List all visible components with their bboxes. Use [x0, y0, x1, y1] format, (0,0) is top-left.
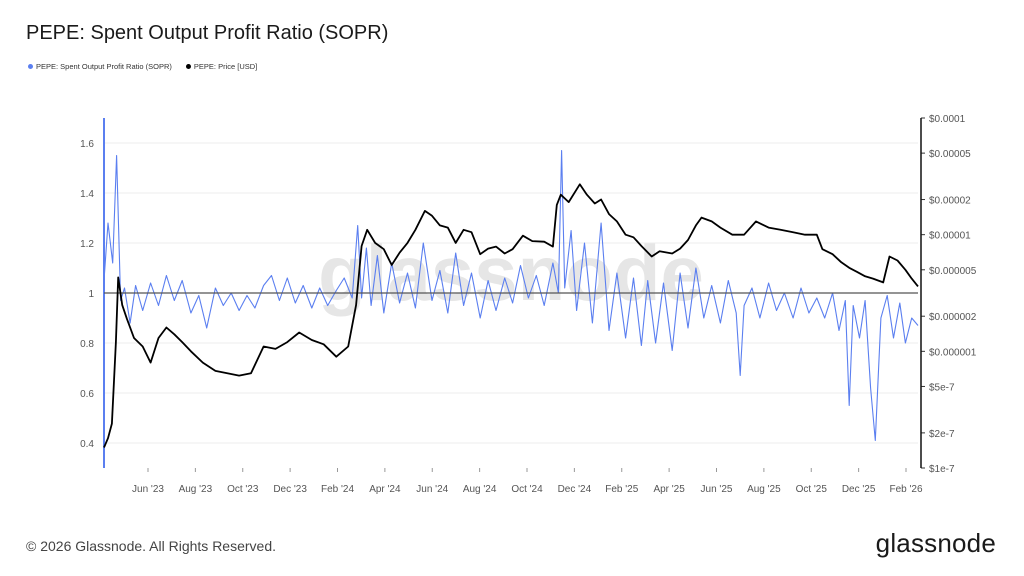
y-left-tick-label: 0.4 [80, 439, 94, 450]
y-right-tick-label: $0.00002 [929, 196, 971, 207]
x-tick-label: Jun '25 [701, 484, 733, 495]
x-tick-label: Oct '25 [796, 484, 828, 495]
x-tick-label: Feb '24 [321, 484, 354, 495]
glassnode-logo: glassnode [875, 528, 996, 558]
x-tick-label: Dec '24 [558, 484, 592, 495]
y-right-tick-label: $0.000001 [929, 347, 977, 358]
legend-item-price[interactable]: PEPE: Price [USD] [185, 62, 258, 71]
y-left-tick-label: 0.8 [80, 339, 94, 350]
y-right-tick-label: $0.000005 [929, 266, 977, 277]
x-tick-label: Jun '24 [416, 484, 448, 495]
y-left-tick-label: 1.4 [80, 189, 94, 200]
y-left-tick-label: 1.6 [80, 139, 94, 150]
chart-title: PEPE: Spent Output Profit Ratio (SOPR) [26, 22, 389, 44]
x-tick-label: Jun '23 [132, 484, 164, 495]
x-tick-label: Apr '25 [653, 484, 685, 495]
y-right-tick-label: $5e-7 [929, 382, 955, 393]
legend-sopr-label: PEPE: Spent Output Profit Ratio (SOPR) [36, 62, 172, 71]
watermark: glassnode [318, 229, 704, 317]
price-line [103, 183, 919, 448]
chart-svg: glassnode 0.4 0.6 0.8 1 1.2 1.4 1.6 $1e-7 $2e-7 $5… [80, 114, 977, 495]
y-left-tick-label: 1.2 [80, 239, 94, 250]
x-tick-label: Feb '26 [889, 484, 922, 495]
x-tick-label: Dec '23 [273, 484, 307, 495]
x-tick-label: Aug '25 [747, 484, 781, 495]
x-tick-label: Aug '23 [179, 484, 213, 495]
x-tick-label: Oct '24 [511, 484, 543, 495]
legend-price-label: PEPE: Price [USD] [193, 62, 258, 71]
x-tick-label: Dec '25 [842, 484, 876, 495]
legend-item-sopr[interactable]: PEPE: Spent Output Profit Ratio (SOPR) [28, 62, 172, 71]
legend-sopr-swatch [28, 64, 33, 69]
legend: PEPE: Spent Output Profit Ratio (SOPR) P… [28, 62, 257, 71]
x-tick-label: Feb '25 [605, 484, 638, 495]
y-right-tick-label: $2e-7 [929, 429, 955, 440]
x-tick-label: Apr '24 [369, 484, 401, 495]
x-tick-label: Oct '23 [227, 484, 259, 495]
y-right-tick-label: $0.00001 [929, 231, 971, 242]
y-right-tick-label: $0.000002 [929, 312, 977, 323]
y-right-tick-label: $0.0001 [929, 114, 966, 125]
copyright-text: © 2026 Glassnode. All Rights Reserved. [26, 538, 277, 554]
legend-price-swatch [185, 64, 191, 69]
y-right-tick-label: $0.00005 [929, 149, 971, 160]
y-left-tick-label: 0.6 [80, 389, 94, 400]
x-tick-label: Aug '24 [463, 484, 497, 495]
y-left-tick-label: 1 [88, 289, 94, 300]
y-right-tick-label: $1e-7 [929, 464, 955, 475]
